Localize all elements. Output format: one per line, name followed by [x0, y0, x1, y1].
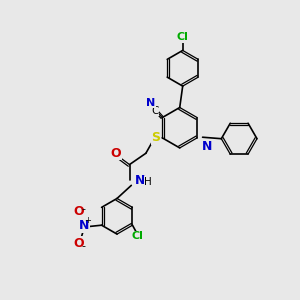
Text: N: N — [202, 140, 212, 153]
Text: N: N — [135, 173, 145, 187]
Text: O: O — [74, 205, 84, 218]
Text: Cl: Cl — [132, 232, 144, 242]
Text: +: + — [84, 216, 91, 225]
Text: -: - — [81, 204, 85, 214]
Text: O: O — [74, 237, 84, 250]
Text: N: N — [146, 98, 155, 108]
Text: O: O — [110, 147, 121, 160]
Text: S: S — [151, 131, 160, 144]
Text: N: N — [79, 219, 89, 232]
Text: C: C — [151, 106, 158, 116]
Text: -: - — [81, 241, 85, 251]
Text: Cl: Cl — [177, 32, 189, 42]
Text: H: H — [144, 177, 152, 187]
